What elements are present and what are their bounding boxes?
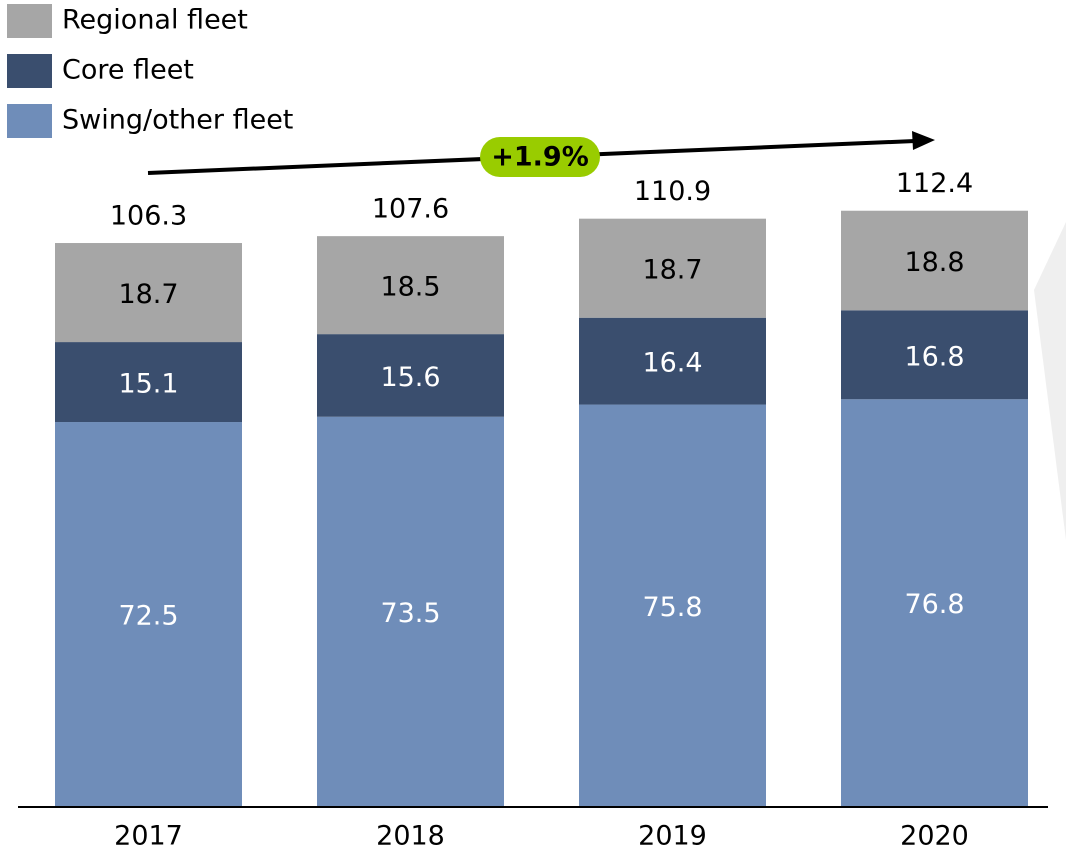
value-label: 15.1 — [118, 369, 178, 400]
bar-segment — [55, 342, 242, 423]
legend-swatch — [7, 104, 52, 138]
legend-label: Core fleet — [62, 55, 194, 86]
value-label: 15.6 — [380, 362, 440, 393]
annotation-pill — [480, 137, 600, 177]
bar-segment — [841, 399, 1028, 806]
value-label: 73.5 — [380, 598, 440, 629]
bar-segment — [841, 210, 1028, 311]
bar-segment — [579, 317, 766, 405]
x-tick-label: 2019 — [638, 821, 707, 852]
decoration — [1034, 222, 1066, 540]
bar-segment — [317, 236, 504, 335]
bar-segment — [55, 422, 242, 806]
value-label: 18.8 — [904, 247, 964, 278]
bar-segment — [579, 404, 766, 806]
bar-segment — [841, 310, 1028, 400]
bar-segment — [55, 243, 242, 343]
legend-swatch — [7, 4, 52, 38]
x-tick-label: 2018 — [376, 821, 445, 852]
value-label: 18.7 — [118, 279, 178, 310]
annotation: +1.9% — [491, 142, 589, 173]
legend-label: Regional fleet — [62, 5, 248, 36]
bar-segment — [579, 218, 766, 318]
value-label: 16.8 — [904, 341, 964, 372]
total-label: 112.4 — [896, 168, 973, 199]
value-label: 16.4 — [642, 348, 702, 379]
bar-segment — [317, 334, 504, 417]
value-label: 75.8 — [642, 592, 702, 623]
x-tick-label: 2020 — [900, 821, 969, 852]
value-label: 76.8 — [904, 589, 964, 620]
x-tick-label: 2017 — [114, 821, 183, 852]
arrow-head — [912, 131, 935, 150]
value-label: 18.7 — [642, 255, 702, 286]
total-label: 110.9 — [634, 176, 711, 207]
value-label: 18.5 — [380, 272, 440, 303]
value-label: 72.5 — [118, 601, 178, 632]
legend-label: Swing/other fleet — [62, 105, 293, 136]
bar-segment — [317, 416, 504, 806]
total-label: 106.3 — [110, 201, 187, 232]
total-label: 107.6 — [372, 194, 449, 225]
legend-swatch — [7, 54, 52, 88]
